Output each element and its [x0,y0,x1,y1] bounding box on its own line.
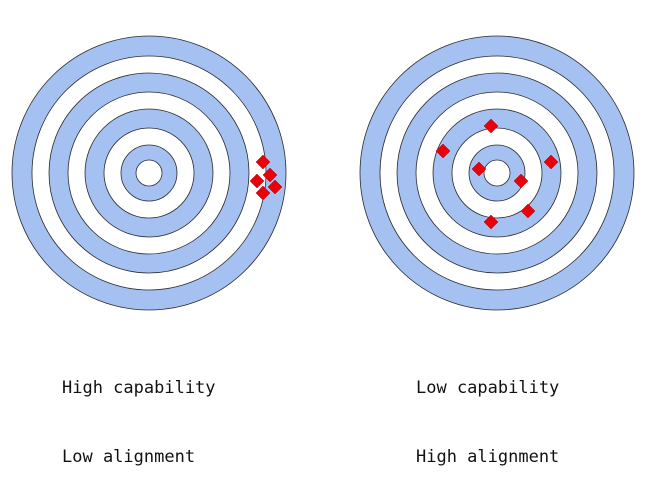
target-left-gap-4 [135,159,163,187]
right-marker-3 [543,154,559,170]
markers-left [249,154,283,201]
right-marker-2 [435,143,451,159]
left-marker-1 [255,154,271,170]
caption-right: Low capability High alignment [416,331,559,492]
target-right [359,35,635,311]
target-left [11,35,287,311]
caption-right-line-1: Low capability [416,378,560,398]
right-marker-7 [483,214,499,230]
caption-left: High capability Low alignment [62,331,216,492]
markers-right [435,118,559,230]
target-right-gap-4 [483,159,511,187]
right-marker-5 [513,173,529,189]
caption-left-line-2: Low alignment [62,447,196,467]
diagram-canvas [11,35,635,311]
right-marker-4 [471,161,487,177]
left-marker-5 [255,185,271,201]
caption-left-line-1: High capability [62,378,216,398]
right-marker-1 [483,118,499,134]
left-marker-3 [249,173,265,189]
left-marker-4 [267,179,283,195]
right-marker-6 [520,203,536,219]
caption-right-line-2: High alignment [416,447,560,467]
left-marker-2 [262,167,278,183]
